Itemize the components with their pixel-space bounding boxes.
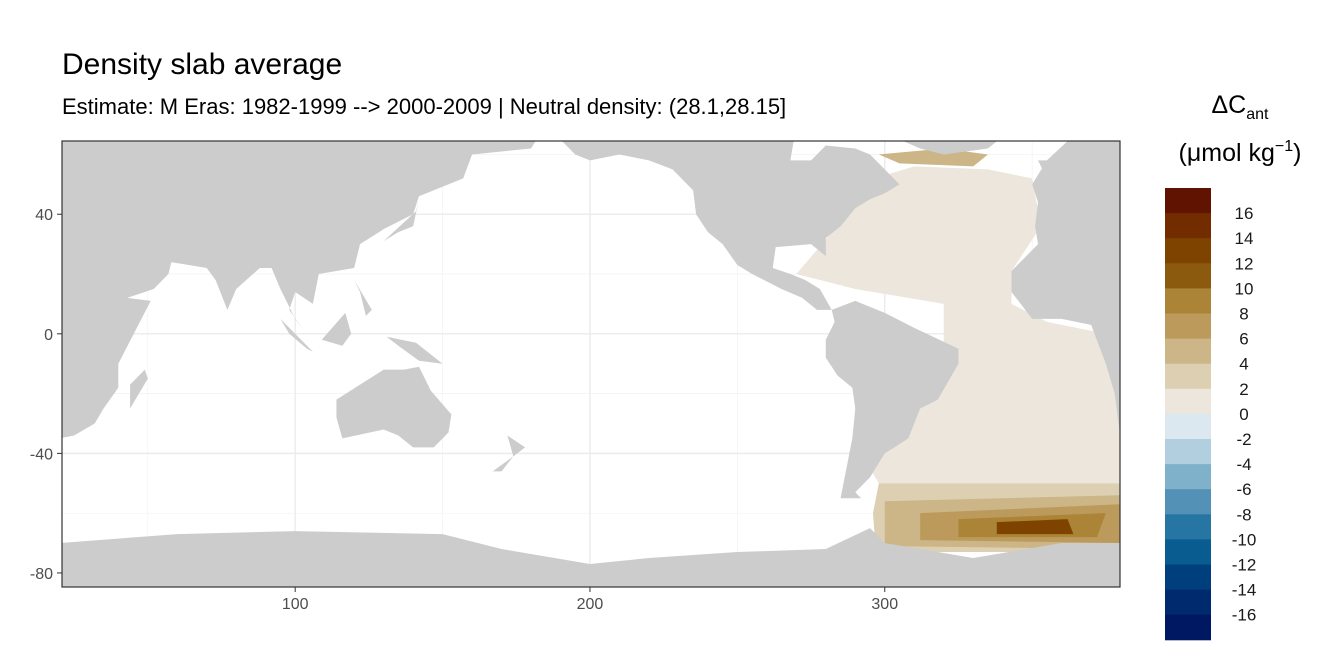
legend-swatch [1165,338,1211,365]
legend-swatch [1165,288,1211,314]
legend-label: 16 [1235,204,1254,223]
land-mass [130,369,148,409]
legend-label: 10 [1235,279,1254,298]
chart-title: Density slab average [62,48,342,81]
data-cells-0-2 [796,166,1120,484]
land-mass [62,141,536,438]
legend-label: 12 [1235,254,1254,273]
land-mass [825,300,959,499]
y-tick-label: 0 [44,327,53,344]
data-cells-12-14 [996,519,1074,535]
land-mass [383,199,419,242]
legend-label: 4 [1239,355,1248,374]
land-mass [354,280,372,316]
legend-label: 2 [1239,380,1248,399]
land-mass [62,528,1120,587]
land-mass [386,336,443,364]
legend-label: -12 [1232,556,1257,575]
land-mass [1038,160,1056,185]
map-layer [62,141,1120,587]
y-tick-label: -40 [30,446,53,463]
legend-swatch [1165,188,1211,214]
legend-label: 8 [1239,305,1248,324]
legend-title: ΔCant [1211,91,1269,123]
land-mass [1011,141,1120,434]
legend-swatch [1165,564,1211,591]
legend-swatch [1165,614,1211,641]
land-mass [321,312,352,346]
panel-border [61,140,1121,588]
legend-swatch [1165,363,1211,390]
y-tick-label: -80 [30,566,53,583]
legend-swatch [1165,263,1211,289]
legend-swatch [1165,313,1211,340]
legend: ΔCant (μmol kg−1) 16 14 12 10 8 6 4 2 0 -2 -4 -6 -8 -… [1165,91,1302,641]
land-mass [492,435,526,472]
legend-label: 0 [1239,405,1248,424]
legend-label: -2 [1236,430,1251,449]
x-tick-label: 300 [871,596,898,613]
legend-label: 6 [1239,330,1248,349]
y-tick-label: 40 [35,207,53,224]
legend-swatch [1165,589,1211,616]
legend-swatch [1165,413,1211,440]
x-tick-label: 100 [282,596,309,613]
legend-swatch [1165,238,1211,264]
legend-swatch [1165,489,1211,515]
x-tick-label: 200 [577,596,604,613]
legend-swatch [1165,439,1211,465]
land-mass [280,318,313,352]
legend-label: -16 [1232,606,1257,625]
legend-label: -8 [1236,505,1251,524]
legend-swatch [1165,539,1211,565]
land-mass [561,141,900,310]
land-mass [902,141,998,155]
legend-swatch [1165,514,1211,540]
legend-swatch [1165,464,1211,490]
legend-label: -4 [1236,455,1251,474]
chart-subtitle: Estimate: M Eras: 1982-1999 --> 2000-200… [62,94,786,119]
legend-label: -6 [1236,480,1251,499]
legend-label: 14 [1235,229,1254,248]
legend-unit: (μmol kg−1) [1179,138,1302,167]
legend-label: -10 [1232,530,1257,549]
legend-swatch [1165,388,1211,415]
legend-label: -14 [1232,581,1257,600]
legend-swatch [1165,213,1211,239]
land-mass [336,366,452,448]
data-cells-4-6-north [878,148,988,167]
